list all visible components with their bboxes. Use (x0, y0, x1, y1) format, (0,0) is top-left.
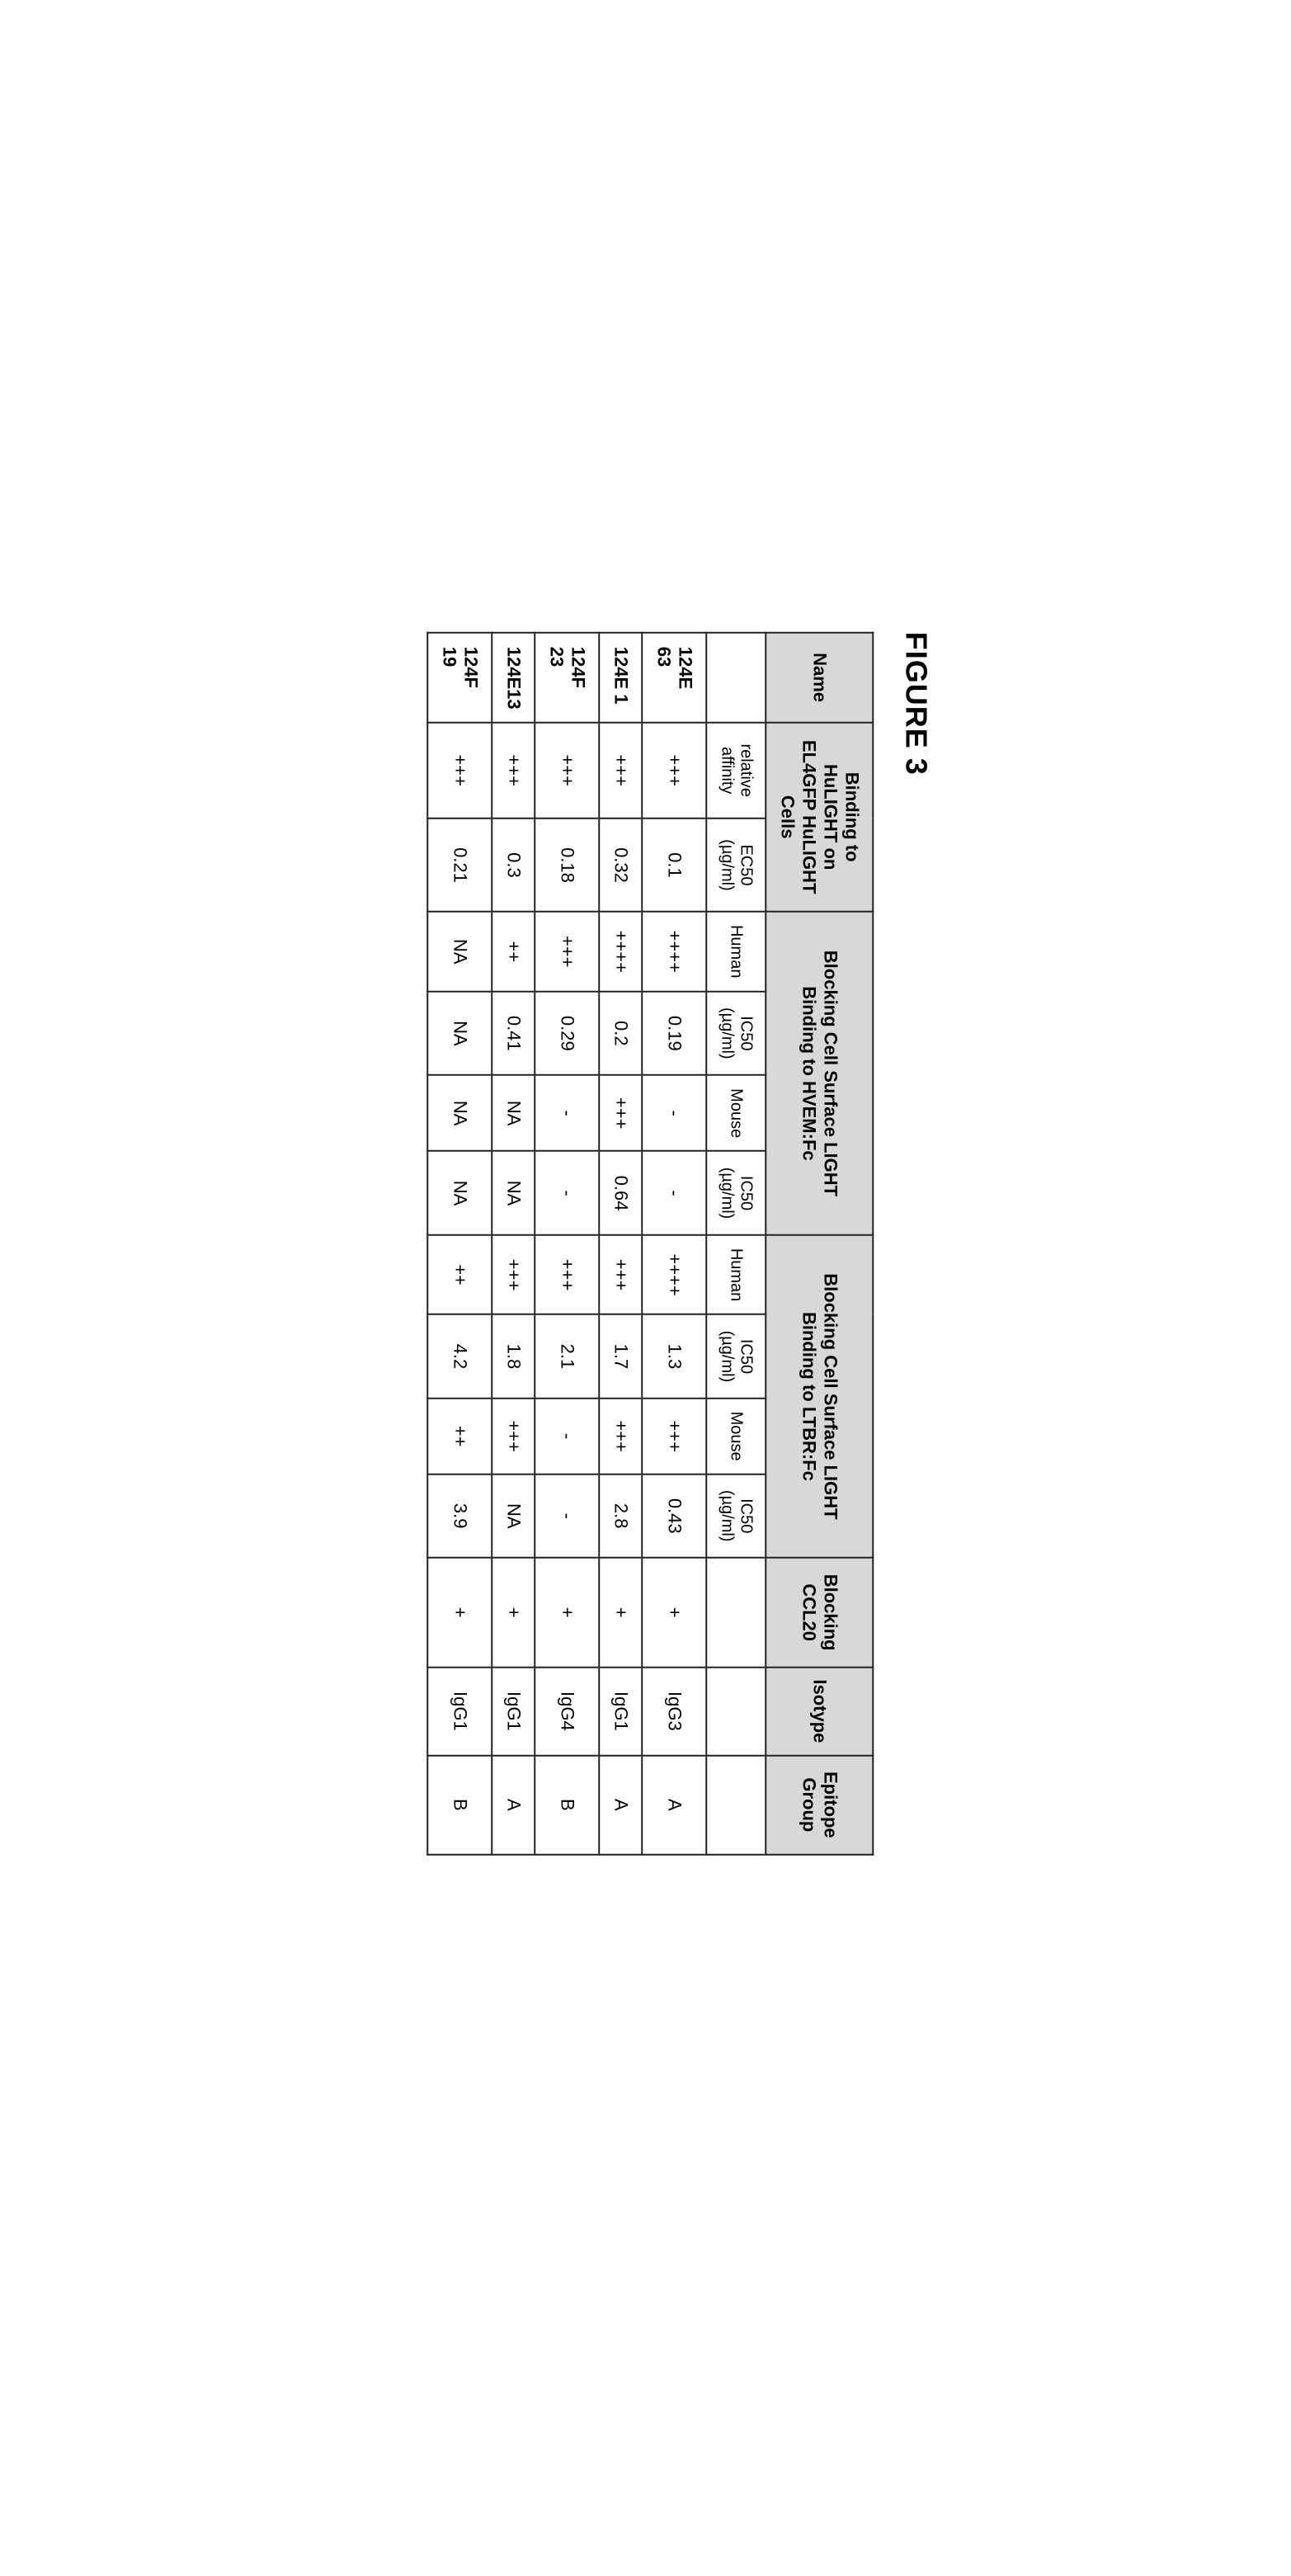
table-row: 124E13+++0.3++0.41NANA+++1.8+++NA+IgG1A (492, 633, 535, 1855)
cell-hvem-mouse: +++ (599, 1075, 642, 1151)
cell-rel-affinity: +++ (492, 722, 535, 819)
cell-epitope: B (427, 1755, 492, 1854)
cell-hvem-ic50-human: 0.41 (492, 992, 535, 1076)
cell-ltbr-mouse: +++ (642, 1399, 706, 1474)
subheader-ic50-4: IC50 (µg/ml) (706, 1474, 766, 1558)
cell-ec50: 0.32 (599, 819, 642, 912)
cell-ltbr-human: +++ (535, 1235, 599, 1314)
header-name: Name (766, 633, 873, 723)
cell-epitope: A (492, 1755, 535, 1854)
subheader-blank3 (706, 1667, 766, 1755)
cell-hvem-mouse: NA (427, 1075, 492, 1151)
header-binding: Binding to HuLIGHT on EL4GFP HuLIGHT Cel… (766, 722, 873, 912)
table-row: 124F 23+++0.18+++0.29--+++2.1--+IgG4B (535, 633, 599, 1855)
figure-title: FIGURE 3 (898, 632, 933, 776)
cell-isotype: IgG1 (492, 1667, 535, 1755)
cell-isotype: IgG1 (599, 1667, 642, 1755)
subheader-blank2 (706, 1558, 766, 1667)
cell-ltbr-human: +++ (492, 1235, 535, 1314)
cell-hvem-human: ++ (492, 912, 535, 992)
cell-epitope: B (535, 1755, 599, 1854)
cell-ltbr-human: +++ (599, 1235, 642, 1314)
cell-ec50: 0.21 (427, 819, 492, 912)
cell-ltbr-ic50-human: 1.7 (599, 1314, 642, 1398)
header-ccl20: Blocking CCL20 (766, 1558, 873, 1667)
cell-isotype: IgG4 (535, 1667, 599, 1755)
cell-rel-affinity: +++ (599, 722, 642, 819)
cell-rel-affinity: +++ (427, 722, 492, 819)
subheader-mouse2: Mouse (706, 1399, 766, 1474)
cell-name: 124E 1 (599, 633, 642, 723)
subheader-blank (706, 633, 766, 723)
cell-ltbr-mouse: +++ (492, 1399, 535, 1474)
data-table: Name Binding to HuLIGHT on EL4GFP HuLIGH… (426, 632, 874, 1856)
cell-ltbr-mouse: +++ (599, 1399, 642, 1474)
subheader-human2: Human (706, 1235, 766, 1314)
header-isotype: Isotype (766, 1667, 873, 1755)
cell-rel-affinity: +++ (535, 722, 599, 819)
cell-ltbr-human: ++++ (642, 1235, 706, 1314)
cell-name: 124F 23 (535, 633, 599, 723)
cell-ec50: 0.3 (492, 819, 535, 912)
cell-isotype: IgG1 (427, 1667, 492, 1755)
subheader-ic50-3: IC50 (µg/ml) (706, 1314, 766, 1398)
cell-hvem-ic50-mouse: - (642, 1151, 706, 1235)
table-row: 124F 19+++0.21NANANANA++4.2++3.9+IgG1B (427, 633, 492, 1855)
header-epitope: Epitope Group (766, 1755, 873, 1854)
cell-ltbr-ic50-human: 2.1 (535, 1314, 599, 1398)
cell-ltbr-ic50-human: 4.2 (427, 1314, 492, 1398)
subheader-mouse1: Mouse (706, 1075, 766, 1151)
cell-epitope: A (599, 1755, 642, 1854)
cell-isotype: IgG3 (642, 1667, 706, 1755)
cell-ltbr-ic50-human: 1.8 (492, 1314, 535, 1398)
cell-name: 124F 19 (427, 633, 492, 723)
subheader-blank4 (706, 1755, 766, 1854)
cell-ltbr-ic50-mouse: 2.8 (599, 1474, 642, 1558)
cell-hvem-ic50-human: 0.29 (535, 992, 599, 1076)
cell-ccl20: + (535, 1558, 599, 1667)
cell-name: 124E13 (492, 633, 535, 723)
subheader-ec50: EC50 (µg/ml) (706, 819, 766, 912)
cell-ccl20: + (492, 1558, 535, 1667)
cell-ltbr-mouse: - (535, 1399, 599, 1474)
header-hvem: Blocking Cell Surface LIGHT Binding to H… (766, 912, 873, 1235)
cell-ltbr-ic50-mouse: - (535, 1474, 599, 1558)
cell-hvem-mouse: NA (492, 1075, 535, 1151)
cell-hvem-mouse: - (642, 1075, 706, 1151)
cell-ccl20: + (599, 1558, 642, 1667)
cell-ltbr-ic50-human: 1.3 (642, 1314, 706, 1398)
cell-hvem-ic50-human: NA (427, 992, 492, 1076)
cell-hvem-human: ++++ (642, 912, 706, 992)
header-ltbr: Blocking Cell Surface LIGHT Binding to L… (766, 1235, 873, 1558)
table-row: 124E 63+++0.1++++0.19--++++1.3+++0.43+Ig… (642, 633, 706, 1855)
cell-ec50: 0.18 (535, 819, 599, 912)
cell-ec50: 0.1 (642, 819, 706, 912)
cell-hvem-ic50-mouse: NA (427, 1151, 492, 1235)
cell-hvem-ic50-human: 0.19 (642, 992, 706, 1076)
table-row: 124E 1+++0.32++++0.2+++0.64+++1.7+++2.8+… (599, 633, 642, 1855)
cell-hvem-ic50-mouse: 0.64 (599, 1151, 642, 1235)
cell-hvem-human: +++ (535, 912, 599, 992)
cell-name: 124E 63 (642, 633, 706, 723)
subheader-rel-affinity: relative affinity (706, 722, 766, 819)
cell-hvem-human: ++++ (599, 912, 642, 992)
cell-epitope: A (642, 1755, 706, 1854)
cell-ltbr-ic50-mouse: 0.43 (642, 1474, 706, 1558)
cell-ltbr-ic50-mouse: NA (492, 1474, 535, 1558)
subheader-ic50-1: IC50 (µg/ml) (706, 992, 766, 1076)
cell-hvem-ic50-human: 0.2 (599, 992, 642, 1076)
cell-rel-affinity: +++ (642, 722, 706, 819)
cell-hvem-mouse: - (535, 1075, 599, 1151)
cell-ltbr-mouse: ++ (427, 1399, 492, 1474)
cell-hvem-ic50-mouse: - (535, 1151, 599, 1235)
cell-ltbr-human: ++ (427, 1235, 492, 1314)
cell-ccl20: + (642, 1558, 706, 1667)
cell-hvem-ic50-mouse: NA (492, 1151, 535, 1235)
cell-ltbr-ic50-mouse: 3.9 (427, 1474, 492, 1558)
cell-hvem-human: NA (427, 912, 492, 992)
subheader-ic50-2: IC50 (µg/ml) (706, 1151, 766, 1235)
subheader-human1: Human (706, 912, 766, 992)
cell-ccl20: + (427, 1558, 492, 1667)
